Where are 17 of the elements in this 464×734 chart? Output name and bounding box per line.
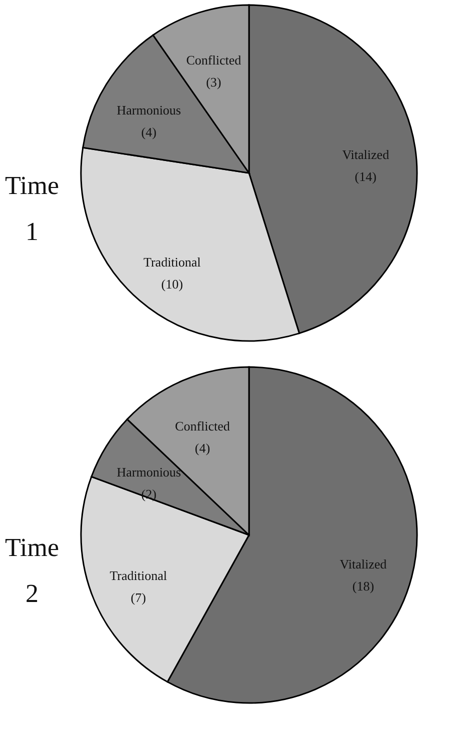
slice-label: Traditional (143, 254, 202, 270)
text: Time 2 (5, 533, 60, 608)
data-label: (18) (352, 578, 374, 594)
slice-label: Harmonious (116, 464, 181, 480)
slice-label: Conflicted (186, 52, 242, 68)
data-label: (4) (141, 124, 156, 140)
slice-label: Harmonious (116, 102, 181, 118)
slice-label: Conflicted (175, 418, 230, 434)
data-label: (3) (206, 74, 222, 90)
slice-label: Vitalized (342, 147, 390, 162)
data-label: (14) (354, 169, 376, 184)
data-label: (4) (194, 440, 210, 456)
text: Time 1 (5, 171, 60, 246)
slice-label: Traditional (110, 568, 168, 583)
data-label: (7) (130, 590, 146, 605)
slice-label: Vitalized (340, 556, 388, 572)
data-label: (10) (161, 276, 183, 292)
